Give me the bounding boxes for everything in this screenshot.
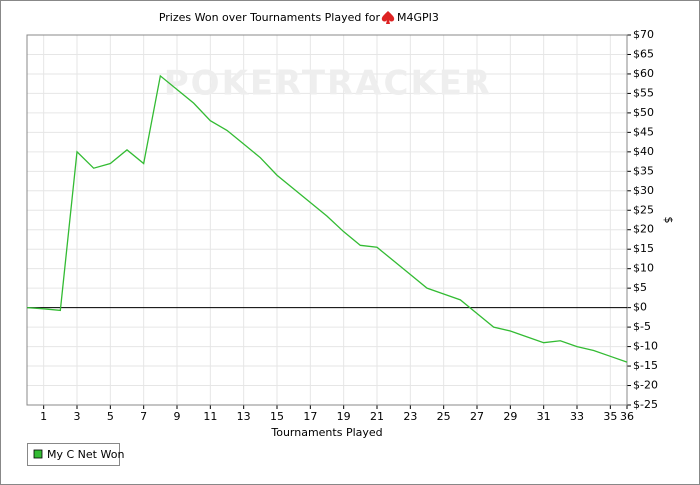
y-tick-label: $55 [633, 86, 654, 99]
y-tick-label: $-5 [633, 320, 651, 333]
y-tick-label: $70 [633, 28, 654, 41]
y-tick-label: $50 [633, 106, 654, 119]
series-line [26, 74, 628, 363]
x-tick-label: 33 [570, 410, 584, 423]
y-tick-label: $25 [633, 203, 654, 216]
y-tick-label: $35 [633, 164, 654, 177]
x-tick-label: 19 [337, 410, 351, 423]
x-tick-label: 25 [437, 410, 451, 423]
y-tick-label: $65 [633, 47, 654, 60]
x-tick-label: 36 [620, 410, 634, 423]
legend-swatch [33, 449, 43, 459]
x-tick-label: 31 [537, 410, 551, 423]
y-axis-label: $ [662, 217, 675, 224]
x-axis-label: Tournaments Played [270, 426, 382, 439]
y-tick-label: $-10 [633, 340, 658, 353]
chart-title: Prizes Won over Tournaments Played for [159, 11, 381, 24]
player-name: M4GPI3 [397, 11, 439, 24]
y-tick-label: $60 [633, 67, 654, 80]
x-tick-label: 9 [174, 410, 181, 423]
plot-area [26, 34, 628, 406]
y-tick-label: $-25 [633, 398, 658, 411]
y-tick-label: $-20 [633, 379, 658, 392]
x-tick-label: 29 [503, 410, 517, 423]
x-tick-label: 17 [303, 410, 317, 423]
x-tick-label: 35 [603, 410, 617, 423]
x-tick-label: 5 [107, 410, 114, 423]
y-tick-label: $-15 [633, 359, 658, 372]
y-tick-label: $5 [633, 281, 647, 294]
y-tick-label: $10 [633, 262, 654, 275]
x-tick-label: 11 [203, 410, 217, 423]
x-tick-label: 27 [470, 410, 484, 423]
spade-icon [381, 11, 395, 24]
y-tick-label: $40 [633, 145, 654, 158]
watermark: POKERTRACKER [164, 64, 492, 104]
x-tick-label: 13 [237, 410, 251, 423]
x-tick-label: 15 [270, 410, 284, 423]
legend-label: My C Net Won [47, 448, 124, 461]
y-tick-label: $15 [633, 242, 654, 255]
y-tick-label: $30 [633, 184, 654, 197]
x-tick-label: 23 [403, 410, 417, 423]
x-tick-label: 7 [140, 410, 147, 423]
legend [27, 443, 120, 466]
y-tick-label: $45 [633, 125, 654, 138]
y-tick-label: $20 [633, 223, 654, 236]
x-tick-label: 1 [40, 410, 47, 423]
y-tick-label: $0 [633, 301, 647, 314]
x-tick-label: 21 [370, 410, 384, 423]
x-tick-label: 3 [74, 410, 81, 423]
